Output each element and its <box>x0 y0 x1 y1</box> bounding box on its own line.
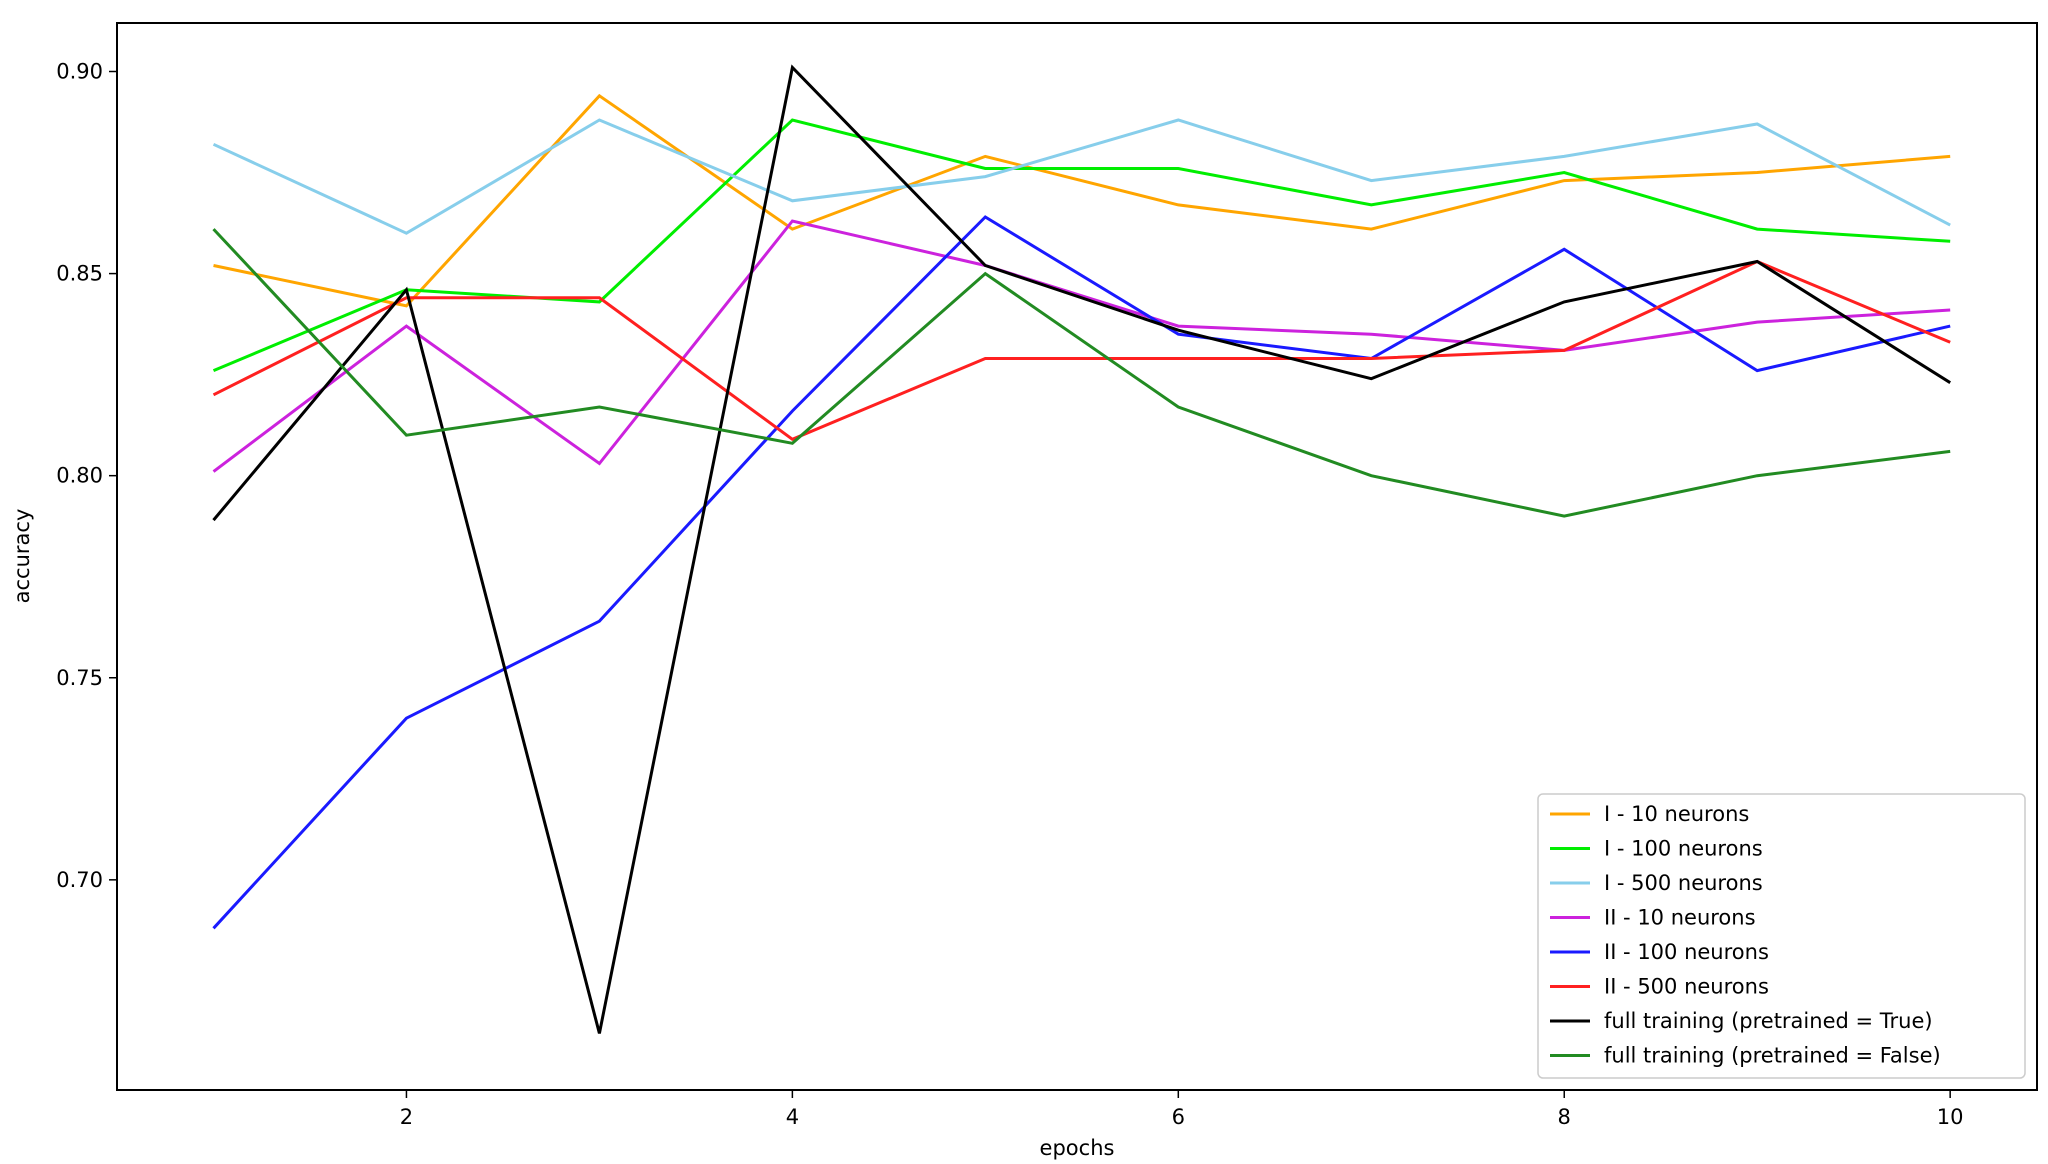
series-line-1 <box>213 93 1951 308</box>
x-tick-label-10: 10 <box>1937 1105 1964 1129</box>
series-line-4 <box>212 219 1951 473</box>
legend-label-3: I - 500 neurons <box>1604 871 1763 895</box>
legend-box <box>1537 793 2026 1079</box>
legend-label-7: full training (pretrained = True) <box>1604 1009 1933 1033</box>
series-line-8 <box>212 228 1951 518</box>
x-tick-label-6: 6 <box>1172 1105 1185 1129</box>
x-tick-label-4: 4 <box>786 1105 799 1129</box>
series-line-3 <box>212 118 1951 235</box>
series-line-5 <box>212 215 1951 930</box>
legend-label-1: I - 10 neurons <box>1604 802 1749 826</box>
x-tick-label-8: 8 <box>1558 1105 1571 1129</box>
series-layer <box>212 64 1951 1034</box>
x-axis-title: epochs <box>1040 1136 1115 1160</box>
y-tick-label-0.75: 0.75 <box>56 666 103 690</box>
series-line-2 <box>212 118 1951 372</box>
series-line-7 <box>212 64 1951 1034</box>
y-tick-label-0.70: 0.70 <box>56 868 103 892</box>
y-tick-label-0.80: 0.80 <box>56 464 103 488</box>
legend-label-8: full training (pretrained = False) <box>1604 1044 1941 1068</box>
series-line-6 <box>212 259 1951 442</box>
y-axis: 0.70 0.75 0.80 0.85 0.90 <box>56 60 117 892</box>
legend-label-4: II - 10 neurons <box>1604 906 1756 930</box>
y-tick-label-0.90: 0.90 <box>56 60 103 84</box>
plot-frame <box>116 22 2038 1091</box>
legend: I - 10 neurons I - 100 neurons I - 500 neu… <box>1537 793 2026 1079</box>
x-axis: 2 4 6 8 10 <box>400 1090 1964 1129</box>
x-tick-label-2: 2 <box>400 1105 413 1129</box>
legend-label-5: II - 100 neurons <box>1604 940 1769 964</box>
legend-label-6: II - 500 neurons <box>1604 975 1769 999</box>
legend-label-2: I - 100 neurons <box>1604 837 1763 861</box>
y-tick-label-0.85: 0.85 <box>56 262 103 286</box>
y-axis-title: accuracy <box>10 509 34 604</box>
